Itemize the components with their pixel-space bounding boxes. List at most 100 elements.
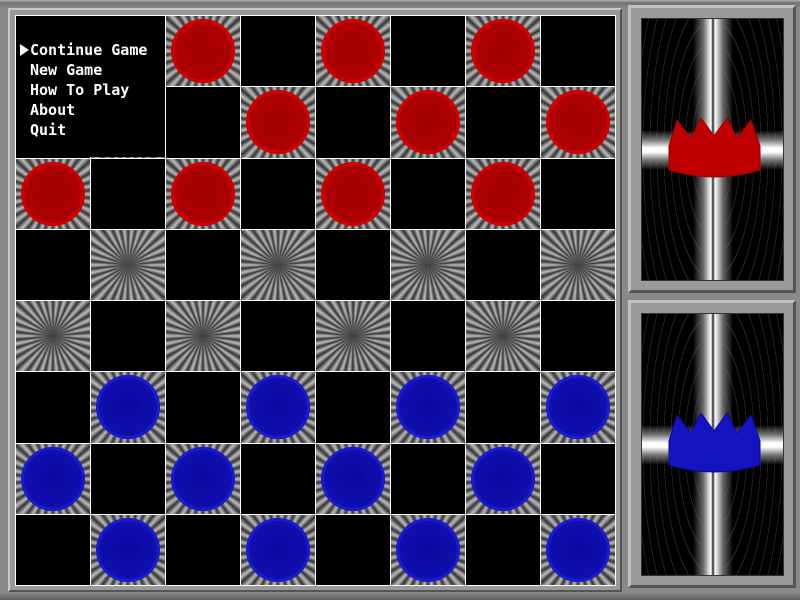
dark-square[interactable]	[166, 229, 240, 300]
light-square[interactable]	[391, 87, 465, 158]
dark-square[interactable]	[241, 301, 315, 372]
red-piece[interactable]	[171, 161, 235, 226]
red-piece[interactable]	[321, 161, 385, 226]
blue-piece[interactable]	[246, 375, 310, 440]
light-square[interactable]	[391, 372, 465, 443]
light-square[interactable]	[541, 229, 615, 300]
dark-square[interactable]	[466, 372, 540, 443]
red-piece[interactable]	[396, 90, 460, 155]
blue-piece[interactable]	[321, 446, 385, 511]
red-piece[interactable]	[321, 19, 385, 84]
light-square[interactable]	[466, 16, 540, 87]
dark-square[interactable]	[466, 229, 540, 300]
light-square[interactable]	[541, 372, 615, 443]
light-square[interactable]	[541, 514, 615, 585]
red-piece[interactable]	[246, 90, 310, 155]
light-square[interactable]	[166, 301, 240, 372]
selection-arrow-icon	[20, 44, 29, 56]
light-square[interactable]	[466, 301, 540, 372]
light-square[interactable]	[241, 372, 315, 443]
light-square[interactable]	[16, 158, 90, 229]
dark-square[interactable]	[391, 301, 465, 372]
light-square[interactable]	[166, 158, 240, 229]
light-square[interactable]	[466, 443, 540, 514]
dark-square[interactable]	[391, 16, 465, 87]
blue-piece[interactable]	[396, 375, 460, 440]
blue-piece[interactable]	[396, 517, 460, 582]
light-square[interactable]	[316, 16, 390, 87]
dark-square[interactable]	[316, 229, 390, 300]
light-square[interactable]	[241, 514, 315, 585]
red-piece[interactable]	[471, 19, 535, 84]
light-square[interactable]	[316, 443, 390, 514]
light-square[interactable]	[91, 229, 165, 300]
dark-square[interactable]	[316, 514, 390, 585]
dark-square[interactable]	[541, 301, 615, 372]
light-square[interactable]	[391, 229, 465, 300]
dark-square[interactable]	[166, 514, 240, 585]
dark-square[interactable]	[541, 443, 615, 514]
dark-square[interactable]	[241, 16, 315, 87]
dark-square[interactable]	[16, 372, 90, 443]
red-piece[interactable]	[546, 90, 610, 155]
dark-square[interactable]	[16, 229, 90, 300]
dark-square[interactable]	[166, 87, 240, 158]
bottom-player-display	[641, 313, 784, 576]
menu-item-label: About	[30, 101, 76, 119]
blue-piece[interactable]	[471, 446, 535, 511]
red-piece[interactable]	[171, 19, 235, 84]
red-piece[interactable]	[21, 161, 85, 226]
light-square[interactable]	[466, 158, 540, 229]
blue-piece[interactable]	[546, 517, 610, 582]
dark-square[interactable]	[541, 158, 615, 229]
menu-item-continue-game[interactable]: Continue Game	[16, 40, 165, 60]
blue-crown-icon	[668, 412, 761, 472]
dark-square[interactable]	[91, 301, 165, 372]
menu-item-label: How To Play	[30, 81, 130, 99]
dark-square[interactable]	[316, 372, 390, 443]
dark-square[interactable]	[391, 158, 465, 229]
dark-square[interactable]	[241, 443, 315, 514]
light-square[interactable]	[241, 87, 315, 158]
blue-piece[interactable]	[171, 446, 235, 511]
menu-item-about[interactable]: About	[16, 100, 165, 120]
menu-item-how-to-play[interactable]: How To Play	[16, 80, 165, 100]
blue-piece[interactable]	[21, 446, 85, 511]
dark-square[interactable]	[541, 16, 615, 87]
menu-item-quit[interactable]: Quit	[16, 120, 165, 140]
dark-square[interactable]	[391, 443, 465, 514]
blue-piece[interactable]	[96, 517, 160, 582]
menu-item-label: New Game	[30, 61, 103, 79]
blue-piece[interactable]	[96, 375, 160, 440]
light-square[interactable]	[166, 443, 240, 514]
top-player-panel	[628, 5, 796, 293]
dark-square[interactable]	[316, 87, 390, 158]
red-crown-icon	[668, 117, 761, 177]
light-square[interactable]	[316, 301, 390, 372]
red-piece[interactable]	[471, 161, 535, 226]
light-square[interactable]	[541, 87, 615, 158]
light-square[interactable]	[91, 372, 165, 443]
light-square[interactable]	[16, 301, 90, 372]
light-square[interactable]	[91, 514, 165, 585]
top-player-display	[641, 18, 784, 281]
dark-square[interactable]	[91, 443, 165, 514]
dark-square[interactable]	[241, 158, 315, 229]
blue-piece[interactable]	[546, 375, 610, 440]
menu-item-new-game[interactable]: New Game	[16, 60, 165, 80]
light-square[interactable]	[16, 443, 90, 514]
main-menu: Continue Game New Game How To Play About Qui…	[16, 16, 165, 157]
light-square[interactable]	[241, 229, 315, 300]
light-square[interactable]	[391, 514, 465, 585]
bottom-player-panel	[628, 300, 796, 588]
dark-square[interactable]	[466, 514, 540, 585]
light-square[interactable]	[316, 158, 390, 229]
menu-item-label: Continue Game	[30, 41, 148, 59]
dark-square[interactable]	[166, 372, 240, 443]
dark-square[interactable]	[91, 158, 165, 229]
light-square[interactable]	[166, 16, 240, 87]
menu-item-label: Quit	[30, 121, 67, 139]
dark-square[interactable]	[16, 514, 90, 585]
blue-piece[interactable]	[246, 517, 310, 582]
dark-square[interactable]	[466, 87, 540, 158]
